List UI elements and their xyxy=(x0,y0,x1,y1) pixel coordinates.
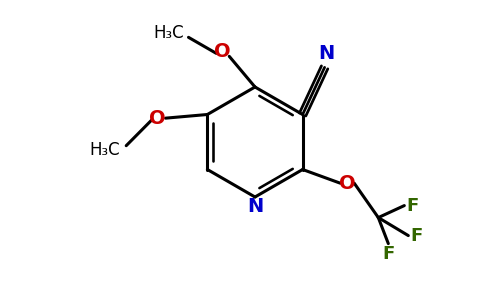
Text: H₃C: H₃C xyxy=(89,141,120,159)
Text: H₃C: H₃C xyxy=(153,24,184,42)
Text: F: F xyxy=(410,226,423,244)
Text: N: N xyxy=(247,197,263,217)
Text: N: N xyxy=(318,44,335,63)
Text: O: O xyxy=(149,109,166,128)
Text: F: F xyxy=(382,244,394,262)
Text: O: O xyxy=(214,42,230,61)
Text: O: O xyxy=(339,174,356,193)
Text: F: F xyxy=(406,196,419,214)
